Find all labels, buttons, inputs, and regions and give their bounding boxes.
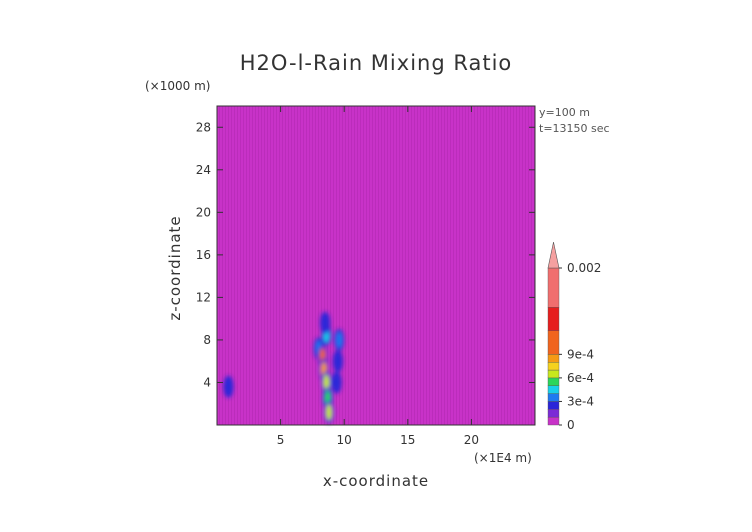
- colorbar-segment: [547, 393, 560, 402]
- colorbar-segment: [547, 354, 560, 363]
- x-axis-ticks: 5 10 15 20: [277, 106, 479, 447]
- plot-field-background: [217, 106, 535, 425]
- colorbar-tick-label: 3e-4: [567, 394, 594, 408]
- rain-cell: [336, 331, 343, 348]
- y-axis-ticks: 4 8 12 16 20 24 28: [196, 120, 535, 389]
- y-tick-label: 24: [196, 163, 211, 177]
- y-units-label: (×1000 m): [145, 79, 210, 93]
- colorbar-tick-label: 0.002: [567, 261, 601, 275]
- info-line-t: t=13150 sec: [539, 122, 610, 135]
- plot-frame: [216, 105, 536, 426]
- colorbar-segment: [547, 385, 560, 394]
- rain-cell: [333, 374, 340, 391]
- y-tick-label: 12: [196, 290, 211, 304]
- rain-cell: [334, 353, 341, 370]
- y-tick-label: 28: [196, 120, 211, 134]
- x-tick-label: 10: [337, 433, 352, 447]
- colorbar-segment: [547, 377, 560, 386]
- colorbar-segment: [547, 409, 560, 418]
- main-rain-core: [313, 311, 334, 424]
- y-tick-label: 16: [196, 248, 211, 262]
- secondary-rain-shaft: [331, 328, 345, 394]
- small-cell: [223, 375, 234, 398]
- colorbar: 0 3e-4 6e-4 9e-4 0.002: [547, 241, 601, 432]
- y-tick-label: 4: [203, 375, 211, 389]
- colorbar-segment: [547, 416, 560, 426]
- x-tick-label: 15: [400, 433, 415, 447]
- rain-cell: [225, 378, 232, 395]
- y-tick-label: 8: [203, 333, 211, 347]
- chart-title: H2O-l-Rain Mixing Ratio: [240, 51, 513, 75]
- colorbar-tick-label: 9e-4: [567, 347, 594, 361]
- y-axis-label: z-coordinate: [166, 215, 184, 320]
- x-tick-label: 5: [277, 433, 285, 447]
- x-axis-label: x-coordinate: [323, 472, 429, 490]
- rain-features: [223, 311, 345, 424]
- info-line-y: y=100 m: [539, 106, 590, 119]
- rain-cell: [323, 374, 330, 391]
- colorbar-segment: [547, 267, 560, 308]
- colorbar-tick-label: 0: [567, 418, 575, 432]
- x-tick-label: 20: [464, 433, 479, 447]
- colorbar-segment: [547, 369, 560, 379]
- colorbar-segment: [547, 362, 560, 371]
- colorbar-segment: [547, 401, 560, 410]
- y-tick-label: 20: [196, 205, 211, 219]
- x-units-label: (×1E4 m): [474, 451, 532, 465]
- colorbar-segment: [547, 307, 560, 331]
- colorbar-extension-arrow: [547, 241, 560, 269]
- colorbar-segment: [547, 330, 560, 355]
- colorbar-tick-label: 6e-4: [567, 371, 594, 385]
- rain-cell: [325, 404, 332, 421]
- rain-cell: [322, 314, 329, 331]
